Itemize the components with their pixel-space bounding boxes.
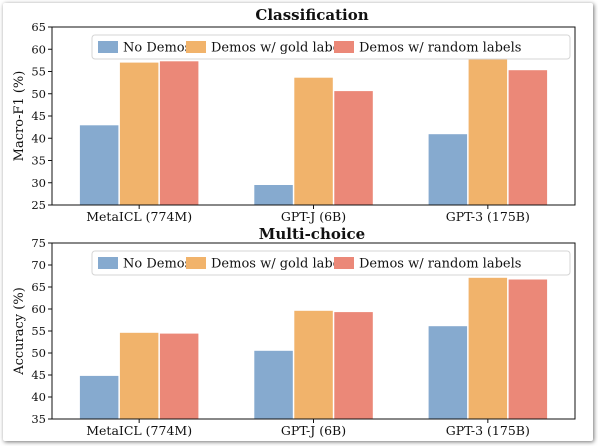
multichoice-y-tick-label: 75: [31, 236, 46, 250]
multichoice-bar-2-2: [294, 310, 333, 419]
classification-ylabel: Macro-F1 (%): [12, 71, 27, 162]
multichoice-bar-3-1: [159, 333, 199, 419]
classification-legend-label-3: Demos w/ random labels: [359, 41, 521, 56]
classification-chart: Classification Macro-F1 (%) MetaICL (774…: [12, 6, 576, 224]
multichoice-legend-label-2: Demos w/ gold labels: [211, 257, 351, 272]
classification-legend: No Demos Demos w/ gold labels Demos w/ ran…: [91, 34, 571, 60]
figure: Classification Macro-F1 (%) MetaICL (774…: [3, 3, 593, 441]
multichoice-legend-label-3: Demos w/ random labels: [359, 257, 521, 272]
classification-legend-box: [91, 34, 571, 60]
multichoice-legend-swatch-2: [186, 257, 206, 269]
classification-legend-swatch-1: [98, 41, 118, 53]
classification-x-tick-label: MetaICL (774M): [86, 209, 192, 224]
multichoice-y-tick-label: 70: [31, 258, 46, 272]
classification-bar-1-1: [79, 125, 119, 205]
classification-bar-2-1: [119, 62, 159, 205]
multichoice-plot-frame: [51, 242, 576, 420]
multichoice-legend-box: [91, 250, 571, 276]
multichoice-y-tick-label: 65: [31, 280, 46, 294]
classification-legend-label-2: Demos w/ gold labels: [211, 41, 351, 56]
multichoice-bar-1-1: [79, 375, 119, 419]
classification-y-tick-label: 35: [31, 154, 46, 168]
multichoice-y-tick-label: 55: [31, 324, 46, 338]
multichoice-plot: MetaICL (774M) GPT-J (6B) GPT-3 (175B) 35 40…: [31, 236, 576, 438]
classification-y-tick-label: 25: [31, 198, 46, 212]
multichoice-bar-3-2: [334, 312, 373, 419]
classification-x-tick-label: GPT-J (6B): [281, 209, 346, 224]
multichoice-y-tick-label: 35: [31, 412, 46, 426]
classification-bar-2-2: [294, 77, 333, 205]
multichoice-ylabel: Accuracy (%): [12, 287, 27, 376]
classification-plot: MetaICL (774M) GPT-J (6B) GPT-3 (175B) 25 30…: [31, 20, 576, 224]
multichoice-legend-label-1: No Demos: [123, 257, 191, 272]
multichoice-x-tick-label: GPT-3 (175B): [446, 423, 530, 438]
multichoice-legend-swatch-3: [334, 257, 354, 269]
multichoice-bar-1-3: [428, 326, 468, 419]
classification-legend-label-1: No Demos: [123, 41, 191, 56]
multichoice-x-tick-label: MetaICL (774M): [86, 423, 192, 438]
multichoice-y-tick-label: 45: [31, 368, 46, 382]
chart-svg: Classification Macro-F1 (%) MetaICL (774…: [12, 6, 576, 438]
classification-bar-3-2: [334, 91, 373, 205]
multichoice-bar-2-1: [119, 332, 159, 419]
classification-y-tick-label: 60: [31, 42, 46, 56]
multichoice-bar-2-3: [468, 277, 508, 419]
multichoice-y-tick-label: 40: [31, 390, 46, 404]
classification-x-tick-label: GPT-3 (175B): [446, 209, 530, 224]
multichoice-title: Multi-choice: [259, 225, 365, 243]
multichoice-bar-1-2: [254, 350, 293, 419]
classification-bar-2-3: [468, 59, 508, 205]
classification-title: Classification: [255, 6, 368, 24]
classification-y-tick-label: 55: [31, 65, 46, 79]
classification-bar-1-2: [254, 185, 293, 205]
multichoice-legend-swatch-1: [98, 257, 118, 269]
multichoice-y-tick-label: 50: [31, 346, 46, 360]
multichoice-x-tick-label: GPT-J (6B): [281, 423, 346, 438]
classification-y-tick-label: 65: [31, 20, 46, 34]
classification-legend-swatch-2: [186, 41, 206, 53]
classification-y-tick-label: 50: [31, 87, 46, 101]
classification-y-tick-label: 45: [31, 109, 46, 123]
multichoice-chart: Multi-choice Accuracy (%) MetaICL (774M)…: [12, 225, 576, 438]
classification-bar-3-1: [159, 61, 199, 205]
multichoice-bar-3-3: [508, 279, 548, 419]
multichoice-y-tick-label: 60: [31, 302, 46, 316]
multichoice-legend: No Demos Demos w/ gold labels Demos w/ ran…: [91, 250, 571, 276]
classification-y-tick-label: 30: [31, 176, 46, 190]
classification-legend-swatch-3: [334, 41, 354, 53]
classification-plot-frame: [51, 26, 576, 206]
classification-y-tick-label: 40: [31, 131, 46, 145]
classification-bar-3-3: [508, 70, 548, 205]
classification-bar-1-3: [428, 134, 468, 205]
